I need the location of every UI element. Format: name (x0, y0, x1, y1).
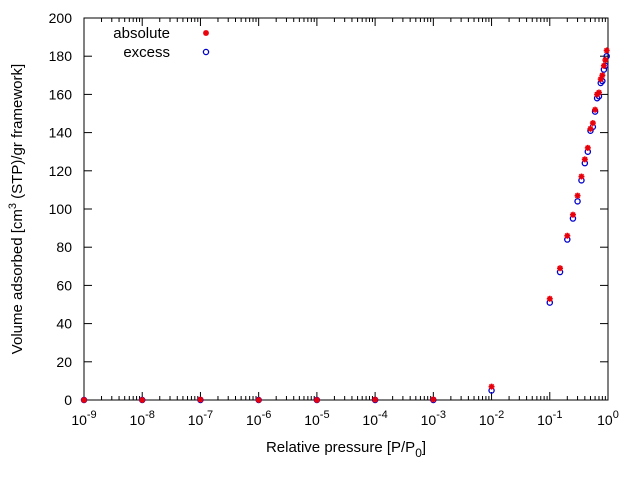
point-absolute (81, 397, 87, 403)
y-tick-label: 0 (64, 392, 72, 408)
legend-marker-star (203, 30, 209, 36)
point-absolute (595, 89, 602, 96)
point-absolute (600, 62, 607, 69)
legend-label-excess: excess (123, 44, 170, 61)
point-absolute (255, 397, 262, 403)
y-tick-label: 60 (56, 277, 72, 293)
point-absolute (584, 144, 591, 151)
y-tick-label: 180 (49, 48, 73, 64)
point-absolute (557, 265, 564, 272)
x-tick-label: 10-4 (362, 409, 387, 428)
point-absolute (581, 156, 588, 163)
legend-marker-excess (202, 48, 210, 56)
point-absolute (587, 125, 594, 132)
x-tick-label: 10-7 (188, 409, 213, 428)
legend-marker-absolute (203, 30, 209, 36)
y-tick-label: 120 (49, 163, 73, 179)
point-absolute (430, 396, 437, 403)
y-tick-label: 40 (56, 316, 72, 332)
legend-marker-circle (202, 48, 210, 56)
data-points (80, 47, 610, 404)
point-absolute (602, 57, 609, 64)
tick-labels: 10-9 10-8 10-7 10-6 10-5 10-4 10-3 10-2 10-1 100 0… (49, 10, 619, 428)
axis-ticks (83, 17, 609, 401)
point-absolute (599, 72, 606, 79)
x-tick-label: 10-6 (246, 409, 271, 428)
point-absolute (197, 396, 204, 403)
x-tick-label: 10-5 (304, 409, 329, 428)
x-tick-label: 10-2 (479, 409, 504, 428)
point-excess (574, 198, 581, 205)
point-absolute (569, 211, 576, 218)
y-axis-label-superscript: 3 (7, 203, 19, 209)
point-absolute (574, 192, 581, 199)
point-absolute (592, 106, 599, 113)
point-absolute (546, 295, 553, 302)
point-absolute (372, 396, 379, 403)
y-tick-label: 100 (49, 201, 73, 217)
plot-frame (83, 17, 609, 401)
point-absolute (313, 397, 320, 403)
x-axis-label-subscript: 0 (415, 446, 422, 460)
point-absolute (139, 397, 146, 403)
y-tick-label: 200 (49, 10, 73, 26)
point-absolute (564, 232, 571, 239)
point-absolute (488, 383, 495, 390)
point-absolute (578, 173, 585, 180)
point-absolute (603, 47, 610, 54)
y-tick-label: 140 (49, 125, 73, 141)
legend-label-absolute: absolute (113, 25, 170, 42)
x-tick-label: 100 (597, 409, 619, 428)
y-axis-label: Volume adsorbed [cm3 (STP)/gr framework] (7, 64, 26, 354)
x-tick-label: 10-8 (130, 409, 155, 428)
legend: absolute excess (113, 25, 210, 61)
x-axis-label: Relative pressure [P/P0] (266, 439, 426, 460)
x-tick-label: 10-3 (421, 409, 446, 428)
y-tick-label: 20 (56, 354, 72, 370)
x-tick-label: 10-9 (71, 409, 96, 428)
x-tick-label: 10-1 (537, 409, 562, 428)
y-tick-label: 80 (56, 239, 72, 255)
point-absolute (589, 120, 596, 127)
y-tick-label: 160 (49, 86, 73, 102)
